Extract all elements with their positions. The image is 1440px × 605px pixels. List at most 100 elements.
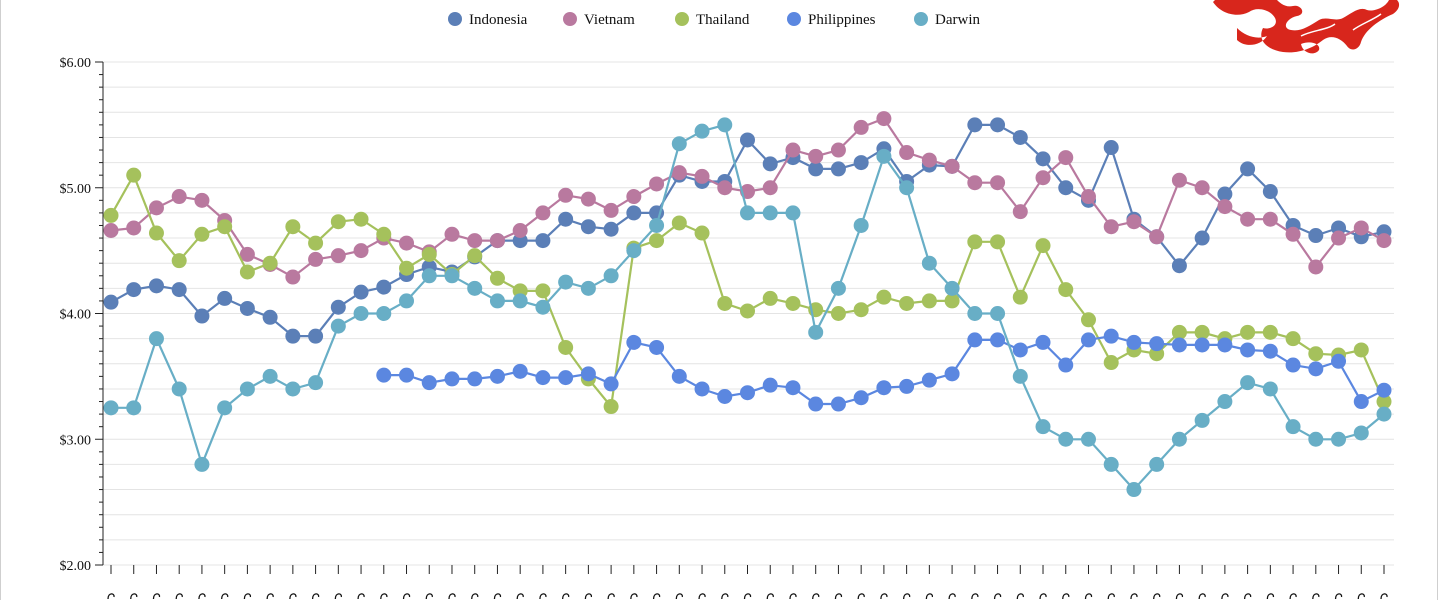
data-point[interactable] — [1285, 357, 1301, 373]
data-point[interactable] — [967, 306, 983, 321]
data-point[interactable] — [853, 119, 869, 135]
data-point[interactable] — [1171, 324, 1187, 340]
data-point[interactable] — [1353, 342, 1369, 358]
data-point[interactable] — [580, 366, 596, 382]
data-point[interactable] — [944, 280, 960, 296]
data-point[interactable] — [217, 219, 233, 235]
data-point[interactable] — [239, 300, 255, 316]
data-point[interactable] — [1126, 334, 1142, 350]
data-point[interactable] — [921, 293, 937, 309]
data-point[interactable] — [1240, 375, 1256, 391]
data-point[interactable] — [740, 385, 755, 401]
data-point[interactable] — [899, 378, 915, 394]
data-point[interactable] — [1012, 368, 1028, 384]
data-point[interactable] — [1126, 214, 1142, 230]
legend[interactable]: Indonesia Vietnam Thailand Philippines Darwi… — [448, 12, 980, 28]
data-point[interactable] — [1080, 431, 1096, 447]
data-point[interactable] — [376, 279, 392, 295]
data-point[interactable] — [1171, 337, 1187, 353]
data-point[interactable] — [558, 370, 574, 386]
data-point[interactable] — [1194, 337, 1210, 353]
data-point[interactable] — [239, 246, 255, 262]
data-point[interactable] — [1353, 425, 1369, 441]
data-point[interactable] — [1103, 355, 1119, 371]
data-point[interactable] — [103, 294, 119, 310]
data-point[interactable] — [148, 331, 164, 347]
data-point[interactable] — [558, 211, 574, 227]
data-point[interactable] — [1240, 342, 1256, 358]
data-point[interactable] — [308, 375, 324, 391]
data-point[interactable] — [853, 155, 869, 171]
data-point[interactable] — [353, 284, 369, 300]
data-point[interactable] — [603, 202, 619, 218]
data-point[interactable] — [1035, 419, 1051, 435]
data-point[interactable] — [285, 219, 301, 235]
data-point[interactable] — [1376, 406, 1392, 422]
data-point[interactable] — [1058, 431, 1074, 447]
data-point[interactable] — [853, 302, 869, 318]
data-point[interactable] — [649, 217, 665, 233]
data-point[interactable] — [808, 148, 824, 164]
data-point[interactable] — [830, 161, 846, 177]
data-point[interactable] — [1171, 431, 1187, 447]
data-point[interactable] — [262, 255, 278, 271]
data-point[interactable] — [103, 223, 119, 239]
data-point[interactable] — [285, 328, 301, 344]
data-point[interactable] — [1285, 419, 1301, 435]
data-point[interactable] — [171, 381, 187, 397]
data-point[interactable] — [1353, 220, 1369, 236]
data-point[interactable] — [921, 152, 937, 168]
data-point[interactable] — [944, 366, 960, 382]
data-point[interactable] — [535, 205, 551, 221]
data-point[interactable] — [1035, 238, 1051, 254]
data-point[interactable] — [830, 280, 846, 296]
data-point[interactable] — [876, 148, 892, 164]
legend-item-darwin[interactable]: Darwin — [914, 12, 980, 28]
data-point[interactable] — [558, 339, 574, 355]
data-point[interactable] — [671, 215, 687, 231]
data-point[interactable] — [489, 270, 505, 286]
data-point[interactable] — [399, 293, 415, 309]
legend-item-philippines[interactable]: Philippines — [787, 12, 876, 28]
data-point[interactable] — [1103, 140, 1119, 156]
data-point[interactable] — [126, 220, 142, 236]
data-point[interactable] — [194, 456, 210, 472]
data-point[interactable] — [603, 399, 619, 415]
data-point[interactable] — [899, 145, 915, 161]
data-point[interactable] — [171, 189, 187, 205]
data-point[interactable] — [1194, 412, 1210, 428]
data-point[interactable] — [512, 223, 528, 239]
data-point[interactable] — [126, 400, 142, 416]
data-point[interactable] — [1262, 324, 1278, 340]
data-point[interactable] — [103, 207, 119, 223]
data-point[interactable] — [376, 226, 392, 242]
data-point[interactable] — [1012, 204, 1028, 220]
data-point[interactable] — [990, 306, 1006, 321]
data-point[interactable] — [990, 332, 1006, 348]
data-point[interactable] — [1331, 353, 1347, 369]
data-point[interactable] — [785, 205, 801, 221]
data-point[interactable] — [717, 388, 733, 404]
data-point[interactable] — [1240, 161, 1256, 177]
data-point[interactable] — [580, 280, 596, 296]
data-point[interactable] — [1035, 334, 1051, 350]
data-point[interactable] — [148, 225, 164, 241]
data-point[interactable] — [1353, 394, 1369, 410]
data-point[interactable] — [1171, 172, 1187, 188]
data-point[interactable] — [239, 264, 255, 280]
legend-item-vietnam[interactable]: Vietnam — [563, 12, 635, 28]
data-point[interactable] — [558, 274, 574, 290]
data-point[interactable] — [444, 268, 460, 284]
data-point[interactable] — [1012, 342, 1028, 358]
data-point[interactable] — [785, 380, 801, 396]
data-point[interactable] — [171, 253, 187, 269]
data-point[interactable] — [1308, 361, 1324, 377]
data-point[interactable] — [876, 380, 892, 396]
data-point[interactable] — [376, 306, 392, 321]
legend-item-thailand[interactable]: Thailand — [675, 12, 750, 28]
data-point[interactable] — [489, 368, 505, 384]
data-point[interactable] — [399, 260, 415, 276]
data-point[interactable] — [1331, 431, 1347, 447]
data-point[interactable] — [558, 187, 574, 203]
data-point[interactable] — [1080, 332, 1096, 348]
